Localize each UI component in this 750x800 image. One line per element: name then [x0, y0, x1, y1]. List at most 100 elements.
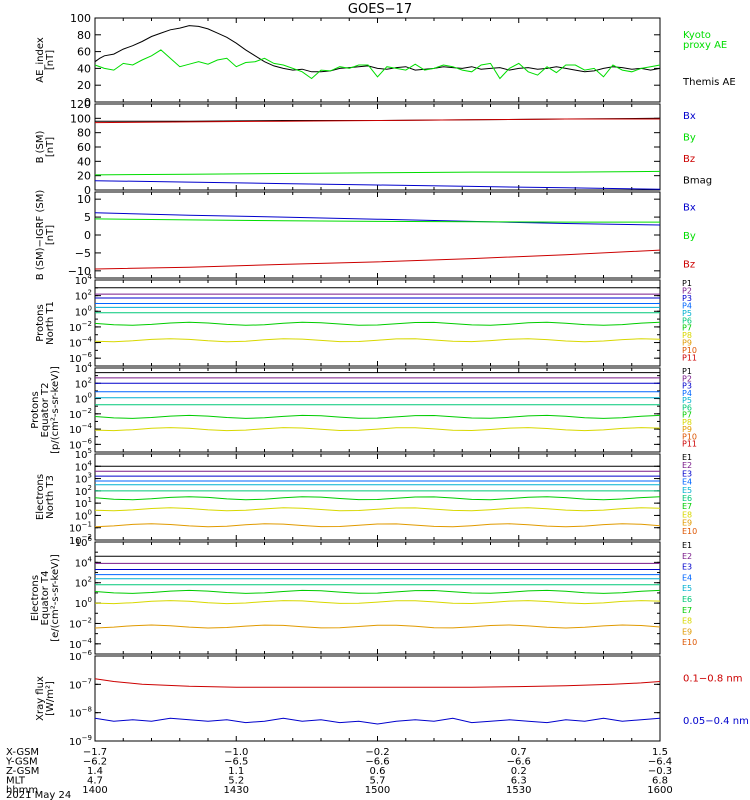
y-axis-label: ElectronsEquator T4[e/(cm²-s-sr-keV)] — [30, 554, 61, 642]
channel-label: P11 — [682, 440, 697, 449]
channel-label: P9 — [682, 425, 692, 434]
series-line-1 — [94, 678, 661, 688]
y-tick-label: −10 — [68, 265, 91, 278]
panel-8: 10−9 10−8 10−7 10−6 Xray flux[W/m²] 0.1−0.8 n… — [35, 649, 749, 748]
channel-label: E7 — [682, 502, 692, 511]
channel-label: P11 — [682, 354, 697, 363]
y-tick-label: 102 — [75, 376, 92, 390]
channel-label: P9 — [682, 339, 692, 348]
series-line-3 — [94, 170, 661, 176]
axis-row-value: −6.6 — [507, 757, 531, 768]
y-tick-label: 100 — [75, 304, 92, 318]
y-tick-label: 0 — [84, 229, 91, 242]
axis-row-value: −6.5 — [224, 757, 248, 768]
axis-row-value: 0.7 — [511, 747, 527, 758]
panel-frame — [94, 655, 661, 742]
y-tick-label: 120 — [70, 98, 91, 111]
y-tick-label: 10−6 — [69, 649, 93, 663]
channel-label: P2 — [682, 374, 692, 383]
y-tick-label: 100 — [75, 392, 92, 406]
y-axis-label: B (SM)−IGRF (SM)[nT] — [35, 190, 56, 281]
axis-row-label: hhmm — [6, 785, 38, 796]
channel-label: P10 — [682, 346, 697, 355]
axis-row-value: −0.2 — [365, 747, 389, 758]
axis-row-value: 1.5 — [652, 747, 668, 758]
y-axis-label: Xray flux[W/m²] — [35, 676, 56, 721]
y-tick-label: 20 — [77, 170, 91, 183]
y-tick-label: 102 — [75, 576, 92, 590]
channel-label: E3 — [682, 563, 692, 572]
y-tick-label: 10−9 — [69, 734, 92, 748]
channel-label: E2 — [682, 461, 692, 470]
y-tick-label: 104 — [75, 361, 93, 375]
legend-entry: Bz — [683, 154, 695, 165]
channel-label: E2 — [682, 552, 692, 561]
axis-row-value: 1600 — [647, 785, 672, 796]
panel-frame — [94, 17, 661, 103]
y-axis-label: ProtonsNorth T1 — [35, 301, 56, 345]
y-axis-label: AE_index[nT] — [35, 37, 56, 83]
channel-line-8 — [94, 427, 661, 432]
legend-entry: Bz — [683, 260, 695, 271]
y-tick-label: 10 — [77, 193, 91, 206]
axis-row-value: −6.2 — [83, 757, 107, 768]
channel-label: E6 — [682, 595, 692, 604]
y-tick-label: 106 — [75, 535, 93, 549]
series-line-2 — [94, 717, 661, 725]
y-axis-label: ProtonsEquator T2[p/(cm²-s-sr-keV)] — [30, 366, 61, 454]
series-line-1 — [94, 212, 661, 226]
channel-label: E8 — [682, 617, 692, 626]
axis-row-value: 4.7 — [87, 776, 103, 787]
channel-line-8 — [94, 600, 661, 605]
series-line-2 — [94, 49, 661, 80]
axis-row-label: MLT — [6, 776, 26, 787]
y-tick-label: 40 — [77, 62, 91, 75]
axis-row-value: 1.4 — [87, 766, 103, 777]
channel-label: E4 — [682, 573, 692, 582]
axis-row-value: 5.2 — [228, 776, 244, 787]
y-tick-label: 100 — [70, 12, 91, 25]
channel-label: P7 — [682, 411, 692, 420]
y-tick-label: −5 — [75, 247, 91, 260]
legend-entry: By — [683, 231, 696, 242]
series-line-3 — [94, 249, 661, 270]
channel-label: E9 — [682, 519, 692, 528]
y-tick-label: 100 — [75, 596, 92, 610]
axis-row-label: Z-GSM — [6, 766, 39, 777]
y-axis-label: B (SM)[nT] — [35, 130, 56, 163]
y-tick-label: 0 — [84, 96, 91, 109]
channel-label: E9 — [682, 627, 692, 636]
y-tick-label: 10−2 — [69, 407, 92, 421]
channel-label: P4 — [682, 389, 692, 398]
axis-row-value: −0.3 — [648, 766, 672, 777]
y-tick-label: 10−4 — [69, 336, 93, 350]
y-tick-label: 40 — [77, 155, 91, 168]
panel-3: −10 −5 0 5 10 B (SM)−IGRF (SM)[nT] Bx By Bz — [35, 190, 696, 281]
channel-label: P8 — [682, 418, 692, 427]
y-tick-label: 10−2 — [69, 320, 92, 334]
y-tick-label: 100 — [70, 112, 91, 125]
channel-label: P2 — [682, 286, 692, 295]
channel-label: P5 — [682, 396, 692, 405]
axis-row-label: Y-GSM — [5, 757, 38, 768]
legend-entry: 0.05−0.4 nm — [683, 716, 749, 727]
legend-entry: By — [683, 132, 696, 143]
channel-line-8 — [94, 507, 661, 512]
y-tick-label: 102 — [75, 289, 92, 303]
channel-label: E8 — [682, 510, 692, 519]
channel-line-9 — [94, 624, 661, 629]
channel-line-7 — [94, 414, 661, 419]
y-tick-label: 104 — [75, 555, 93, 569]
time-axis-labels: X-GSM −1.7 −1.0 −0.2 0.7 1.5 Y-GSM −6.2 −6.5 −6.6… — [5, 747, 673, 800]
panel-6: 10−210−1100101102103104105ElectronsNorth… — [35, 447, 697, 547]
y-tick-label: 20 — [77, 79, 91, 92]
channel-label: P3 — [682, 294, 692, 303]
channel-line-9 — [94, 523, 661, 528]
axis-row-value: 0.2 — [511, 766, 527, 777]
y-tick-label: 10−4 — [69, 422, 93, 436]
